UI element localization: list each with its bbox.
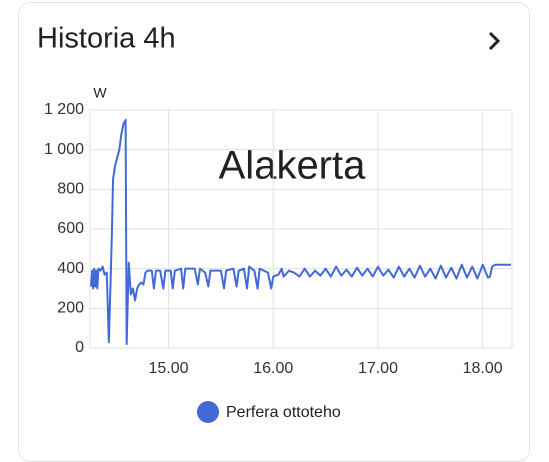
page: {"chart_data": { "type": "line", "title"… xyxy=(18,2,530,462)
legend-swatch xyxy=(197,401,219,423)
x-tick-label: 15.00 xyxy=(149,360,189,377)
annotation: Alakerta xyxy=(219,144,366,188)
y-tick-label: 1 000 xyxy=(44,141,84,158)
card-title: Historia 4h xyxy=(37,23,176,55)
y-tick-label: 600 xyxy=(57,220,84,237)
x-tick-label: 17.00 xyxy=(358,360,398,377)
legend-label: Perfera ottoteho xyxy=(226,404,341,421)
chart: Historia 4h W Alakerta Perfera ottoteho … xyxy=(37,23,513,423)
y-tick-label: 0 xyxy=(75,339,84,356)
series-line xyxy=(90,118,511,346)
chevron-icon[interactable] xyxy=(488,31,501,51)
y-tick-label: 400 xyxy=(57,260,84,277)
y-tick-label: 800 xyxy=(57,181,84,198)
y-tick-label: 1 200 xyxy=(44,101,84,118)
x-tick-label: 18.00 xyxy=(463,360,503,377)
y-tick-label: 200 xyxy=(57,300,84,317)
x-tick-label: 16.00 xyxy=(253,360,293,377)
y-unit: W xyxy=(93,85,107,101)
